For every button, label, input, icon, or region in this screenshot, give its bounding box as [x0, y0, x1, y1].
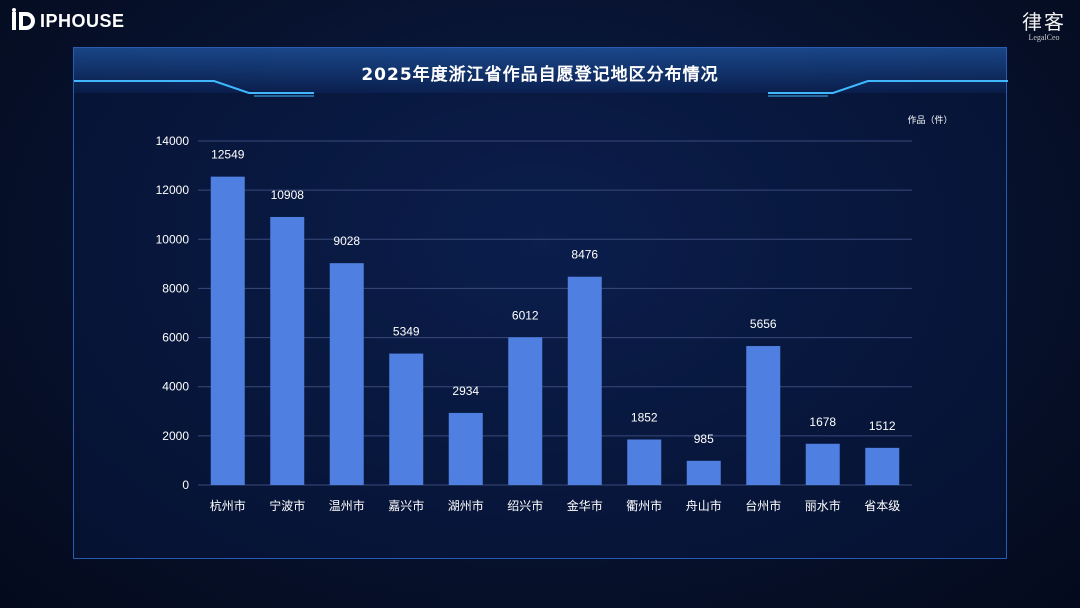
data-label: 12549: [211, 148, 245, 162]
x-tick-label: 温州市: [329, 498, 365, 513]
data-label: 1852: [631, 410, 658, 424]
data-label: 6012: [512, 308, 539, 322]
x-tick-label: 宁波市: [269, 498, 305, 513]
x-tick-label: 丽水市: [805, 498, 841, 513]
x-tick-label: 舟山市: [686, 498, 722, 513]
bar: [508, 337, 543, 485]
x-tick-label: 衢州市: [626, 498, 662, 513]
legalceo-logo-cn: 律客: [1022, 10, 1066, 34]
data-label: 5349: [393, 325, 420, 339]
bar: [389, 353, 424, 485]
bar: [746, 346, 781, 485]
iphouse-logo-icon: [12, 8, 35, 30]
bar: [329, 263, 364, 485]
bar: [567, 276, 602, 485]
data-label: 1678: [809, 415, 836, 429]
data-label: 985: [694, 432, 714, 446]
iphouse-logo-text: IPHOUSE: [40, 10, 125, 31]
y-tick-label: 14000: [156, 134, 190, 148]
data-label: 2934: [452, 384, 479, 398]
y-tick-label: 10000: [156, 232, 190, 246]
bar: [865, 447, 900, 485]
x-tick-label: 杭州市: [210, 498, 246, 513]
y-tick-label: 0: [182, 478, 189, 492]
iphouse-logo: IPHOUSE: [10, 8, 125, 34]
bar: [686, 460, 721, 485]
x-tick-label: 湖州市: [448, 498, 484, 513]
x-tick-label: 绍兴市: [507, 498, 543, 513]
data-label: 1512: [869, 419, 896, 433]
x-tick-label: 金华市: [567, 498, 603, 513]
data-label: 10908: [271, 188, 305, 202]
y-tick-label: 2000: [162, 429, 189, 443]
bar: [210, 176, 245, 485]
unit-label: 作品（件）: [907, 114, 952, 126]
x-tick-label: 省本级: [864, 499, 900, 513]
bar: [627, 439, 662, 485]
bar: [805, 443, 840, 485]
x-tick-label: 台州市: [745, 498, 781, 513]
y-tick-label: 8000: [162, 281, 189, 295]
data-label: 5656: [750, 317, 777, 331]
bar: [270, 216, 305, 485]
bar: [448, 412, 483, 485]
legalceo-logo: 律客 LegalCeo: [1022, 6, 1066, 42]
x-tick-label: 嘉兴市: [388, 498, 424, 513]
chart-title: 2025年度浙江省作品自愿登记地区分布情况: [361, 65, 719, 85]
title-decoration: [74, 80, 1008, 97]
y-tick-label: 12000: [156, 183, 190, 197]
data-label: 8476: [571, 248, 598, 262]
y-tick-label: 6000: [162, 331, 189, 345]
y-tick-label: 4000: [162, 380, 189, 394]
data-label: 9028: [333, 234, 360, 248]
legalceo-logo-en: LegalCeo: [1028, 33, 1060, 42]
